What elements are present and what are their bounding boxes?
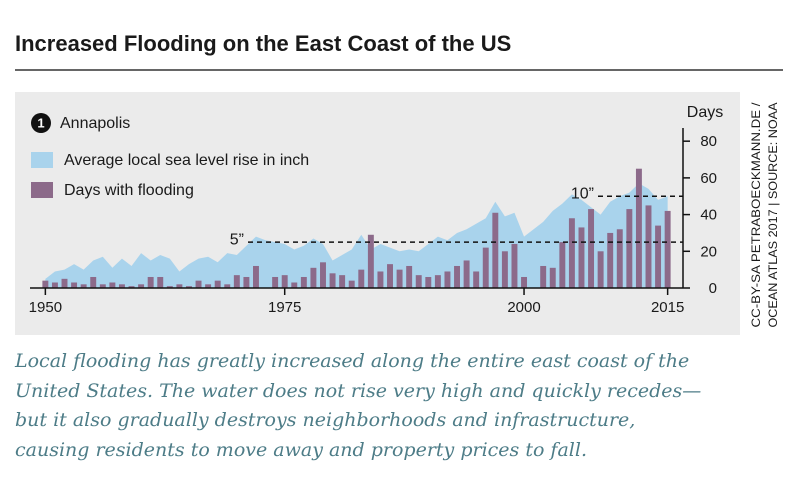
bar: [300, 276, 307, 288]
bar: [454, 265, 460, 288]
location-badge: [31, 113, 51, 133]
bar: [635, 168, 642, 288]
bar: [434, 275, 441, 288]
bar: [387, 264, 393, 288]
bar: [166, 286, 173, 288]
bar: [185, 286, 192, 288]
y-tick-label: 0: [709, 280, 717, 297]
y-tick-label: 40: [700, 207, 717, 224]
caption: but it also gradually destroys neighborh…: [15, 409, 635, 431]
bar: [51, 282, 58, 288]
bar: [310, 267, 317, 288]
bar: [607, 232, 614, 288]
bar: [272, 276, 279, 288]
bar: [501, 251, 508, 288]
y-tick-label: 20: [700, 243, 717, 260]
bar: [358, 269, 365, 288]
bar: [377, 271, 384, 288]
bar: [396, 269, 403, 288]
bar: [655, 225, 662, 288]
reference-label: 5”: [230, 231, 244, 248]
bar: [511, 243, 518, 288]
legend-label: Days with flooding: [64, 182, 194, 199]
bar: [109, 282, 116, 288]
bar: [128, 286, 135, 288]
caption: Local flooding has greatly increased alo…: [14, 350, 689, 372]
bar: [99, 284, 106, 288]
bar: [626, 209, 633, 288]
bar: [42, 280, 49, 288]
bar: [645, 205, 652, 288]
bar: [616, 229, 623, 288]
location-name: Annapolis: [60, 115, 130, 132]
bar: [243, 276, 250, 288]
y-tick-label: 60: [700, 170, 717, 187]
bar: [597, 251, 604, 288]
bar: [329, 273, 336, 288]
bar: [348, 280, 355, 288]
bar: [406, 265, 413, 288]
bar: [578, 227, 585, 288]
bar: [473, 271, 480, 288]
bar: [588, 209, 595, 288]
x-tick-label: 2000: [507, 299, 540, 316]
bar: [253, 265, 259, 288]
caption: United States. The water does not rise v…: [15, 380, 701, 402]
bar: [147, 276, 154, 288]
bar: [444, 271, 451, 288]
bar: [195, 280, 202, 288]
caption: causing residents to move away and prope…: [15, 439, 587, 461]
bar: [176, 284, 183, 288]
credit: OCEAN ATLAS 2017 | SOURCE: NOAA: [766, 102, 780, 327]
bar: [425, 276, 432, 288]
bar: [568, 218, 575, 288]
chart-title: Increased Flooding on the East Coast of …: [15, 31, 511, 56]
bar: [61, 278, 68, 288]
bar: [214, 280, 221, 288]
bar: [339, 275, 346, 288]
bar: [521, 276, 528, 288]
bar: [281, 275, 288, 288]
legend-label: Average local sea level rise in inch: [64, 152, 309, 169]
location-number: 1: [37, 115, 44, 130]
legend-swatch: [31, 152, 53, 168]
bar: [205, 284, 212, 288]
legend-swatch: [31, 182, 53, 198]
bar: [233, 275, 240, 288]
bar: [559, 242, 566, 288]
bar: [540, 265, 547, 288]
x-tick-label: 1975: [268, 299, 301, 316]
x-tick-label: 1950: [29, 299, 62, 316]
bar: [415, 275, 422, 288]
bar: [138, 284, 145, 288]
reference-label: 10”: [571, 185, 594, 202]
bar: [664, 210, 671, 288]
credit: CC-BY-SA PETRABOECKMANN.DE /: [749, 102, 763, 328]
bar: [320, 262, 326, 288]
bar: [463, 260, 470, 288]
bar: [224, 284, 231, 288]
bar: [118, 284, 125, 288]
bar: [90, 276, 97, 288]
bar: [291, 282, 298, 288]
bar: [367, 234, 374, 288]
y-tick-label: 80: [700, 133, 717, 150]
bar: [80, 284, 87, 288]
bar: [71, 282, 78, 288]
bar: [549, 267, 556, 288]
bar: [157, 276, 164, 288]
x-tick-label: 2015: [651, 299, 684, 316]
y-axis-label: Days: [687, 104, 723, 121]
bar: [492, 212, 499, 288]
bar: [482, 247, 489, 288]
